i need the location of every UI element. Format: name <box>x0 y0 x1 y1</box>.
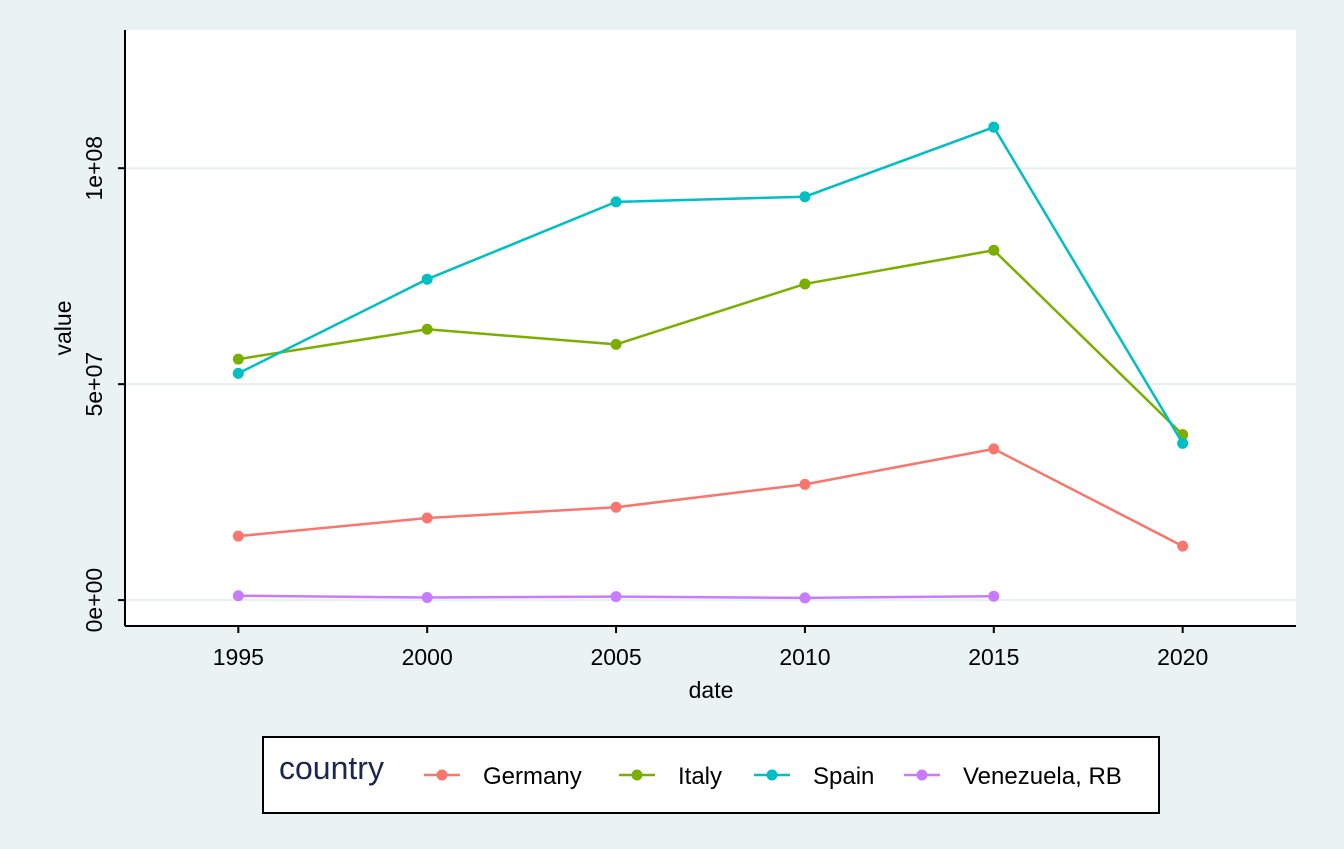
series-line-germany <box>238 447 1184 548</box>
data-point-venezuela-rb <box>988 590 1000 602</box>
y-axis-label: value <box>50 301 76 356</box>
data-point-germany <box>232 530 244 542</box>
axis-ticks: 0e+00 5e+07 1e+08 1995 2000 2005 2010 2015 2020 <box>81 136 1208 670</box>
legend: country Germany Italy Spain Venezuela, RB <box>262 736 1160 814</box>
data-point-spain <box>232 367 244 379</box>
legend-key-point-spain <box>766 769 778 781</box>
grid-lines <box>125 167 1296 602</box>
data-point-venezuela-rb <box>421 591 433 603</box>
x-axis-label: date <box>689 677 734 703</box>
data-point-germany <box>421 512 433 524</box>
series-lines <box>232 121 1189 604</box>
data-point-venezuela-rb <box>232 590 244 602</box>
data-point-spain <box>1177 437 1189 449</box>
legend-label-italy: Italy <box>678 763 722 790</box>
y-tick-label: 1e+08 <box>81 136 107 201</box>
data-point-italy <box>799 278 811 290</box>
data-point-italy <box>610 338 622 350</box>
legend-items: Germany Italy Spain Venezuela, RB <box>424 763 1122 790</box>
series-line-italy <box>238 248 1184 436</box>
legend-label-spain: Spain <box>813 763 874 790</box>
series-line-spain <box>237 125 1184 444</box>
plot-panel <box>125 30 1296 626</box>
legend-key-point-germany <box>436 769 448 781</box>
data-point-venezuela-rb <box>799 592 811 604</box>
data-point-germany <box>799 478 811 490</box>
x-tick-label: 2010 <box>779 644 830 670</box>
legend-key-point-italy <box>631 769 643 781</box>
data-point-spain <box>799 191 811 203</box>
x-tick-label: 2015 <box>968 644 1019 670</box>
x-tick-label: 2020 <box>1157 644 1208 670</box>
data-point-italy <box>232 353 244 365</box>
y-tick-label: 5e+07 <box>81 352 107 417</box>
data-point-germany <box>988 443 1000 455</box>
y-tick-label: 0e+00 <box>81 568 107 633</box>
legend-box <box>262 736 1160 814</box>
data-point-italy <box>988 244 1000 256</box>
legend-title: country <box>279 750 384 786</box>
data-point-italy <box>421 323 433 335</box>
data-point-germany <box>1177 540 1189 552</box>
legend-key-point-venezuela-rb <box>916 769 928 781</box>
data-point-germany <box>610 501 622 513</box>
axes <box>124 30 1296 627</box>
x-tick-label: 2000 <box>402 644 453 670</box>
x-tick-label: 2005 <box>590 644 641 670</box>
legend-label-germany: Germany <box>483 763 582 790</box>
legend-label-venezuela-rb: Venezuela, RB <box>963 763 1122 790</box>
data-point-venezuela-rb <box>610 591 622 603</box>
data-point-spain <box>421 273 433 285</box>
data-point-spain <box>988 121 1000 133</box>
x-tick-label: 1995 <box>213 644 264 670</box>
data-point-spain <box>610 196 622 208</box>
